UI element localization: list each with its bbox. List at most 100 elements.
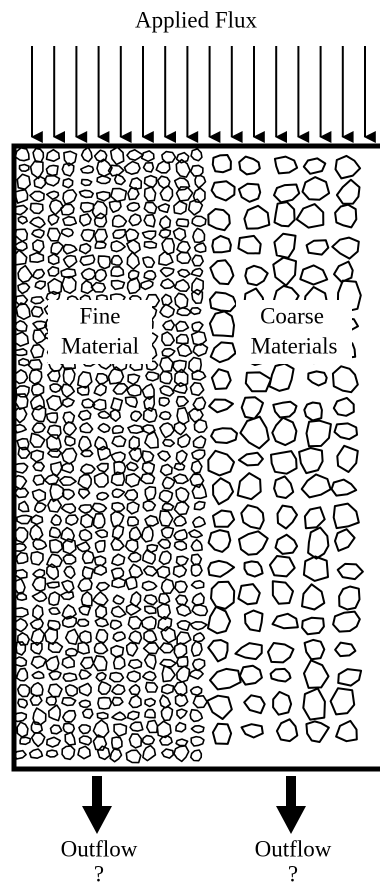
pebble <box>143 550 155 564</box>
pebble <box>63 723 74 733</box>
pebble <box>98 424 110 433</box>
pebble <box>144 203 156 214</box>
pebble <box>46 656 59 671</box>
pebble <box>245 561 263 576</box>
pebble <box>112 436 126 446</box>
pebble <box>208 607 230 633</box>
pebble <box>95 643 108 654</box>
pebble <box>194 633 205 642</box>
pebble <box>80 736 92 745</box>
pebble <box>192 332 207 346</box>
pebble <box>277 719 297 741</box>
pebble <box>31 552 43 565</box>
outflow-note: ? <box>94 861 104 886</box>
pebble <box>274 234 295 258</box>
pebble <box>273 258 296 286</box>
pebble <box>192 322 203 331</box>
pebble <box>66 515 78 525</box>
pebble <box>333 366 358 392</box>
pebble <box>17 722 28 737</box>
pebble <box>111 646 123 657</box>
pebble <box>15 148 29 161</box>
pebble <box>126 397 138 407</box>
pebble <box>96 605 107 618</box>
pebble <box>111 452 125 462</box>
pebble <box>335 205 356 228</box>
pebble <box>48 214 58 225</box>
pebble <box>125 490 137 501</box>
pebble <box>336 721 357 741</box>
pebble <box>47 582 59 588</box>
pebble <box>160 386 174 396</box>
pebble <box>331 688 355 714</box>
pebble <box>338 669 361 686</box>
pebble <box>62 581 74 593</box>
pebble <box>51 515 61 525</box>
pebble <box>335 643 355 657</box>
pebble <box>47 750 58 757</box>
pebble <box>305 640 325 659</box>
pebble <box>18 216 27 224</box>
pebble <box>32 733 45 746</box>
pebble <box>30 191 44 201</box>
pebble <box>15 321 27 331</box>
pebble <box>209 530 231 552</box>
pebble <box>160 511 173 526</box>
pebble <box>211 582 234 609</box>
pebble <box>302 474 331 497</box>
pebble <box>20 165 29 172</box>
pebble <box>95 473 109 487</box>
pebble <box>30 370 42 384</box>
pebble <box>49 671 61 679</box>
pebble <box>339 587 359 610</box>
pebble <box>192 216 206 226</box>
pebble <box>126 750 141 762</box>
pebble <box>95 229 108 242</box>
pebble <box>16 570 27 579</box>
pebble <box>64 422 76 436</box>
pebble <box>195 175 206 188</box>
pebble <box>178 344 192 357</box>
pebble <box>127 150 143 160</box>
pebble <box>175 541 187 550</box>
pebble <box>128 374 140 384</box>
pebble <box>145 176 157 188</box>
pebble <box>142 151 154 161</box>
pebble <box>111 538 124 550</box>
pebble <box>162 528 174 539</box>
pebble <box>113 215 127 227</box>
pebble <box>174 422 186 434</box>
pebble <box>191 383 204 396</box>
pebble <box>31 656 46 668</box>
pebble <box>271 669 291 682</box>
pebble <box>81 230 94 242</box>
pebble <box>78 475 91 489</box>
pebble <box>126 229 139 241</box>
pebble <box>18 685 30 697</box>
pebble <box>33 240 44 253</box>
pebble <box>111 241 125 252</box>
pebble <box>208 209 230 230</box>
pebble <box>80 190 94 197</box>
pebble <box>146 372 159 381</box>
pebble <box>278 506 298 529</box>
pebble <box>112 737 122 749</box>
pebble <box>161 279 175 289</box>
pebble <box>95 213 107 227</box>
pebble <box>144 163 154 172</box>
pebble <box>175 293 188 308</box>
pebble <box>160 304 174 317</box>
pebble <box>162 666 175 682</box>
pebble <box>210 311 234 336</box>
pebble <box>63 711 76 722</box>
pebble <box>80 423 93 433</box>
pebble <box>78 579 92 592</box>
pebble <box>30 696 42 706</box>
pebble <box>143 501 155 511</box>
pebble <box>163 477 175 489</box>
pebble <box>30 204 43 214</box>
pebble <box>238 584 259 604</box>
pebble <box>177 241 190 252</box>
pebble <box>113 384 127 394</box>
pebble <box>210 292 237 311</box>
